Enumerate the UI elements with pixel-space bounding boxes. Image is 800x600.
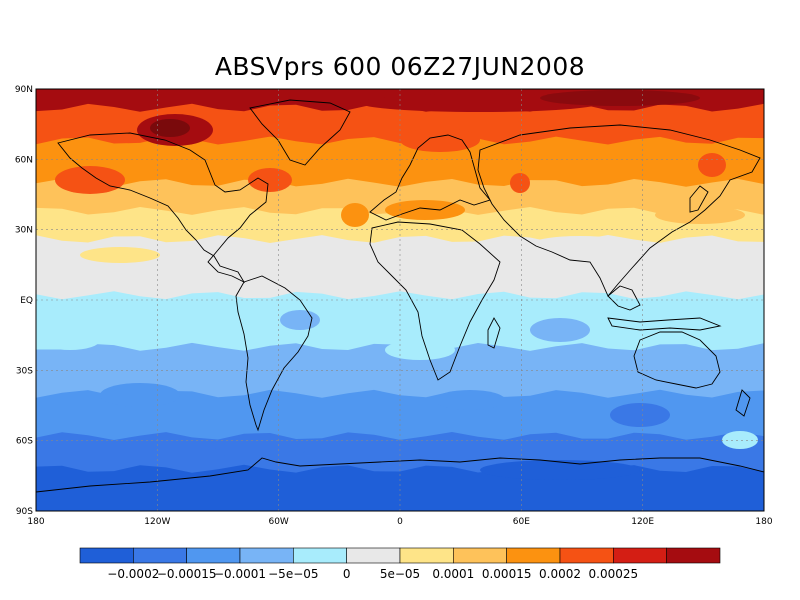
blob-atlantic: [341, 203, 369, 227]
colorbar-swatch: [506, 547, 561, 564]
lat-label: 90S: [16, 507, 33, 517]
lon-label: 120E: [631, 517, 654, 527]
field-blobs: [40, 90, 758, 480]
blob-brazil: [280, 310, 320, 330]
latitude-labels: 90N 60N 30N EQ 30S 60S 90S: [15, 85, 33, 517]
colorbar-label: 5e−05: [380, 567, 420, 581]
colorbar-label: −0.00015: [157, 567, 217, 581]
zonal-bands: [36, 89, 764, 511]
blob-central-asia: [510, 173, 530, 193]
field-contours: [36, 89, 764, 511]
graticule: [36, 89, 764, 511]
lon-label: 60W: [268, 517, 288, 527]
colorbar-label: 0.00025: [589, 567, 639, 581]
colorbar-labels: −0.0002−0.00015−0.0001 −5e−05 0 5e−05 0.0001…: [107, 567, 638, 581]
blob-south-africa-sea: [435, 390, 505, 410]
field-band: [36, 178, 764, 217]
colorbar-swatch: [133, 547, 187, 564]
blob-siberia-east: [698, 153, 726, 177]
blob-south-indian-deep: [610, 403, 670, 427]
blob-canada: [248, 168, 292, 192]
blob-indian-ocean: [530, 318, 590, 342]
plot-frame: [35, 88, 765, 512]
lon-label: 0: [397, 517, 403, 527]
colorbar-swatch: [346, 547, 401, 564]
lon-label: 180: [755, 517, 772, 527]
colorbar-label: 0: [343, 567, 351, 581]
lat-label: 60S: [16, 437, 33, 447]
lat-label: EQ: [20, 296, 33, 306]
colorbar-swatch: [453, 547, 507, 564]
blob-tasman-light: [722, 431, 758, 449]
colorbar-swatch: [293, 547, 347, 564]
colorbar-swatch: [613, 547, 667, 564]
colorbar-label: 0.0001: [432, 567, 474, 581]
coast-europe: [369, 134, 491, 221]
blob-pacific-north: [55, 166, 125, 194]
colorbar: [79, 547, 721, 564]
blob-mediterranean: [385, 200, 465, 220]
colorbar-swatch: [399, 547, 454, 564]
coast-new-zealand: [735, 389, 751, 417]
blob-south-pacific: [40, 330, 100, 350]
coast-madagascar: [487, 317, 501, 349]
blob-arctic-east: [360, 94, 600, 112]
colorbar-swatch: [239, 547, 294, 564]
coast-japan: [689, 185, 709, 213]
blob-south-pacific-deep: [100, 383, 180, 407]
blob-south-atlantic: [385, 340, 455, 360]
blob-drake: [215, 441, 305, 459]
colorbar-swatch: [559, 547, 614, 564]
field-band: [36, 342, 764, 400]
colorbar-swatch: [79, 547, 134, 564]
blob-greenland-max: [150, 119, 190, 137]
colorbar-label: −0.0002: [107, 567, 159, 581]
field-band: [36, 136, 764, 189]
blob-pacific-east: [80, 247, 160, 263]
lon-label: 120W: [144, 517, 170, 527]
lon-label: 180: [27, 517, 44, 527]
coast-greenland: [249, 99, 351, 166]
blob-antarctic-core: [480, 460, 640, 480]
colorbar-label: 0.0002: [539, 567, 581, 581]
colorbar-label: 0.00015: [482, 567, 532, 581]
lat-label: 30S: [16, 366, 33, 376]
lat-label: 90N: [15, 85, 33, 95]
lat-label: 30N: [15, 226, 33, 236]
colorbar-label: −5e−05: [268, 567, 318, 581]
colorbar-label: −0.0001: [214, 567, 266, 581]
lon-label: 60E: [513, 517, 530, 527]
blob-pacific-west: [655, 206, 745, 224]
coast-south-america: [235, 275, 313, 432]
coast-africa: [369, 221, 501, 381]
lat-label: 60N: [15, 155, 33, 165]
map-title: ABSVprs 600 06Z27JUN2008: [214, 52, 586, 81]
coast-north-america: [57, 132, 269, 284]
colorbar-swatch: [666, 547, 721, 564]
blob-arabian-sea: [530, 236, 630, 254]
coast-indonesia: [607, 317, 722, 331]
coast-asia: [477, 124, 761, 297]
longitude-labels: 180 120W 60W 0 60E 120E 180: [27, 517, 772, 527]
blob-arctic-far-east: [540, 90, 700, 106]
coast-indochina: [607, 285, 641, 311]
coast-australia: [633, 331, 721, 389]
colorbar-swatch: [186, 547, 241, 564]
